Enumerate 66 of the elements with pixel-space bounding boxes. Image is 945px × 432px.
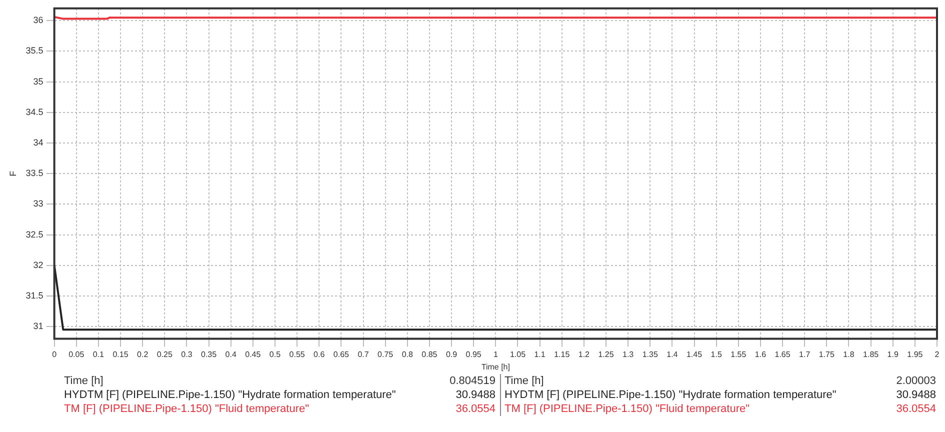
x-tick-label: 0.05: [68, 350, 85, 359]
x-tick-label: 1.4: [666, 350, 678, 359]
y-tick-label: 31: [33, 321, 44, 332]
x-tick-label: 1.35: [642, 350, 658, 359]
x-axis-title: Time [h]: [481, 362, 510, 372]
x-tick-label: 0: [52, 350, 58, 359]
text: TM [F] (PIPELINE.Pipe-1.150) "Fluid temperature": [504, 403, 750, 415]
x-tick-label: 0.85: [422, 350, 438, 359]
y-tick-label: 34: [33, 137, 44, 148]
x-tick-label: 1.8: [843, 350, 855, 359]
text: HYDTM [F] (PIPELINE.Pipe-1.150) "Hydrate formation temperature": [504, 389, 836, 401]
x-tick-label: 1.9: [887, 350, 899, 359]
text: Time [h]: [64, 375, 104, 387]
x-tick-label: 1.1: [534, 350, 546, 359]
text: HYDTM [F] (PIPELINE.Pipe-1.150) "Hydrate formation temperature": [64, 388, 396, 402]
x-tick-label: 1.95: [907, 350, 924, 359]
x-tick-label: 0.55: [289, 350, 306, 359]
y-tick-label: 32: [33, 260, 44, 270]
x-tick-label: 0.25: [156, 350, 173, 359]
y-tick-label: 33: [33, 198, 44, 209]
x-tick-label: 1.05: [510, 350, 526, 359]
x-tick-label: 1.7: [799, 350, 811, 359]
x-tick-label: 1.2: [578, 350, 590, 359]
text: 2.00003: [896, 374, 936, 388]
x-tick-label: 1.75: [818, 350, 835, 359]
x-tick-label: 1.85: [863, 350, 880, 359]
x-tick-label: 1.5: [710, 350, 722, 359]
text: Time [h]: [504, 375, 544, 387]
text: 0.804519: [450, 374, 496, 388]
x-tick-label: 2: [934, 350, 940, 359]
x-tick-label: 0.6: [314, 350, 326, 359]
y-tick-label: 34.5: [26, 106, 44, 117]
text: 36.0554: [896, 402, 936, 416]
x-tick-label: 0.5: [269, 350, 282, 359]
y-tick-label: 36: [33, 15, 44, 26]
x-tick-label: 0.95: [466, 350, 482, 359]
text: 30.9488: [896, 388, 936, 402]
text: TM [F] (PIPELINE.Pipe-1.150) "Fluid temperature": [64, 402, 310, 416]
x-tick-label: 0.8: [402, 350, 414, 359]
x-tick-label: 0.75: [378, 350, 394, 359]
y-tick-label: 35.5: [26, 46, 44, 56]
x-tick-label: 0.35: [200, 350, 218, 359]
x-tick-label: 1: [493, 350, 498, 359]
x-tick-label: 1.3: [622, 350, 634, 359]
x-tick-label: 0.45: [245, 350, 262, 359]
text: 30.9488: [456, 388, 496, 402]
x-tick-label: 1.55: [730, 350, 747, 359]
x-tick-label: 0.1: [92, 350, 105, 359]
x-tick-label: 0.3: [181, 350, 193, 359]
x-tick-label: 0.15: [112, 350, 129, 359]
x-tick-label: 0.7: [358, 350, 370, 359]
text: 36.0554: [456, 402, 496, 416]
y-tick-label: 35: [33, 76, 44, 86]
x-tick-label: 1.25: [598, 350, 614, 359]
x-tick-label: 1.65: [774, 350, 791, 359]
y-tick-label: 33.5: [26, 168, 44, 178]
y-tick-label: 31.5: [26, 290, 44, 300]
x-tick-label: 0.65: [333, 350, 350, 359]
x-tick-label: 0.9: [446, 350, 458, 359]
y-axis-title: F: [8, 170, 18, 176]
x-tick-label: 1.45: [686, 350, 703, 359]
y-tick-label: 32.5: [26, 229, 44, 240]
x-tick-label: 0.4: [225, 350, 237, 359]
x-tick-label: 0.2: [137, 350, 149, 359]
x-tick-label: 1.15: [554, 350, 570, 359]
x-tick-label: 1.6: [754, 350, 767, 359]
